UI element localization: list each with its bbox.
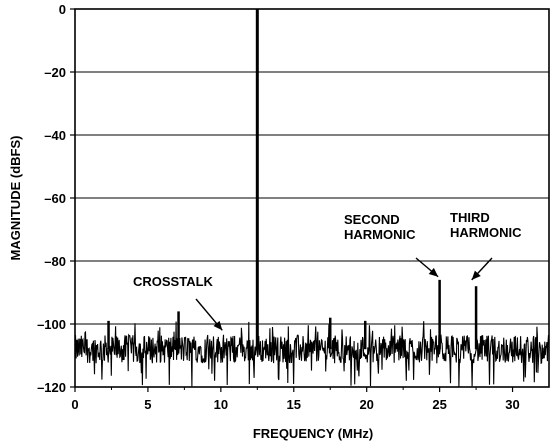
x-tick-label: 30 xyxy=(505,397,519,412)
y-axis-title: MAGNITUDE (dBFS) xyxy=(8,136,23,261)
x-tick-label: 20 xyxy=(359,397,373,412)
x-tick-label: 15 xyxy=(287,397,301,412)
annotation-text: CROSSTALK xyxy=(133,274,214,289)
x-tick-label: 5 xyxy=(144,397,151,412)
peak-markers xyxy=(107,9,478,350)
x-tick-label: 10 xyxy=(214,397,228,412)
arrowhead xyxy=(471,270,481,280)
y-tick-label: –80 xyxy=(44,254,66,269)
annotation-text: THIRD xyxy=(450,210,490,225)
annotation-text: HARMONIC xyxy=(344,227,416,242)
x-axis-title: FREQUENCY (MHz) xyxy=(253,426,373,441)
x-tick-label: 25 xyxy=(432,397,446,412)
y-axis-ticks: 0 –20 –40 –60 –80 –100 –120 xyxy=(37,2,75,395)
x-axis-ticks: 0 5 10 15 20 25 30 xyxy=(71,387,520,412)
gridlines xyxy=(75,8,549,388)
y-tick-label: 0 xyxy=(59,2,66,17)
y-tick-label: –100 xyxy=(37,317,66,332)
annotation-text: HARMONIC xyxy=(450,225,522,240)
arrowhead xyxy=(428,267,439,277)
y-tick-label: –20 xyxy=(44,65,66,80)
y-tick-label: –40 xyxy=(44,128,66,143)
spectrum-trace xyxy=(74,321,550,387)
y-tick-label: –120 xyxy=(37,380,66,395)
arrowhead xyxy=(213,320,223,331)
annotation-text: SECOND xyxy=(344,212,400,227)
noise-floor xyxy=(74,321,550,387)
x-tick-label: 0 xyxy=(71,397,78,412)
y-tick-label: –60 xyxy=(44,191,66,206)
